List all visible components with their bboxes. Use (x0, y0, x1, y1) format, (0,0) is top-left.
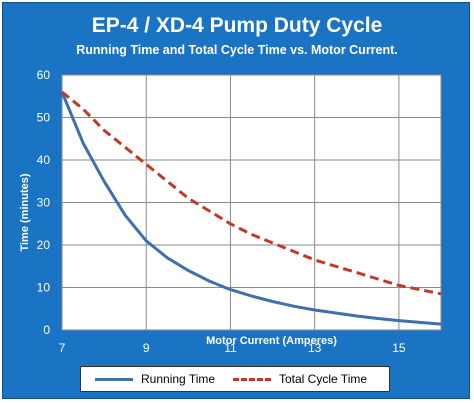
x-tick-label: 11 (224, 341, 237, 355)
legend-label-total-cycle-time: Total Cycle Time (279, 372, 368, 386)
chart-title: EP-4 / XD-4 Pump Duty Cycle (91, 14, 383, 37)
y-tick-label: 10 (37, 281, 51, 295)
grid-lines (61, 74, 441, 331)
x-tick-label: 13 (308, 341, 322, 355)
y-tick-label: 30 (37, 196, 51, 210)
series-lines (60, 90, 442, 326)
y-tick-label: 50 (37, 111, 51, 125)
y-tick-label: 20 (37, 238, 51, 252)
series-line-running-time (60, 91, 442, 326)
legend-swatch-total-cycle-time (233, 377, 271, 381)
chart-subtitle: Running Time and Total Cycle Time vs. Mo… (76, 43, 398, 57)
y-axis-title: Time (minutes) (19, 173, 31, 251)
chart-legend: Running Time Total Cycle Time (80, 366, 390, 392)
legend-swatch-running-time (95, 377, 133, 381)
y-tick-labels: 0 10 20 30 40 50 60 (37, 68, 51, 337)
legend-item-running-time: Running Time (95, 367, 215, 391)
series-line-total-cycle-time (61, 90, 442, 296)
legend-label-running-time: Running Time (141, 372, 216, 386)
x-tick-label: 7 (59, 341, 66, 355)
x-axis-title: Motor Current (Amperes) (206, 335, 337, 347)
y-tick-label: 60 (37, 68, 51, 82)
x-tick-label: 9 (143, 341, 150, 355)
y-tick-label: 0 (43, 323, 50, 337)
legend-item-total-cycle-time: Total Cycle Time (233, 367, 367, 391)
x-tick-labels: 7 9 11 13 15 (59, 341, 406, 355)
x-tick-label: 15 (392, 341, 406, 355)
y-tick-label: 40 (37, 153, 51, 167)
